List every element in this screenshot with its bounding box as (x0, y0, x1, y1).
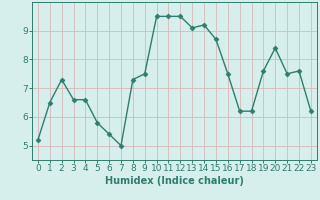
X-axis label: Humidex (Indice chaleur): Humidex (Indice chaleur) (105, 176, 244, 186)
